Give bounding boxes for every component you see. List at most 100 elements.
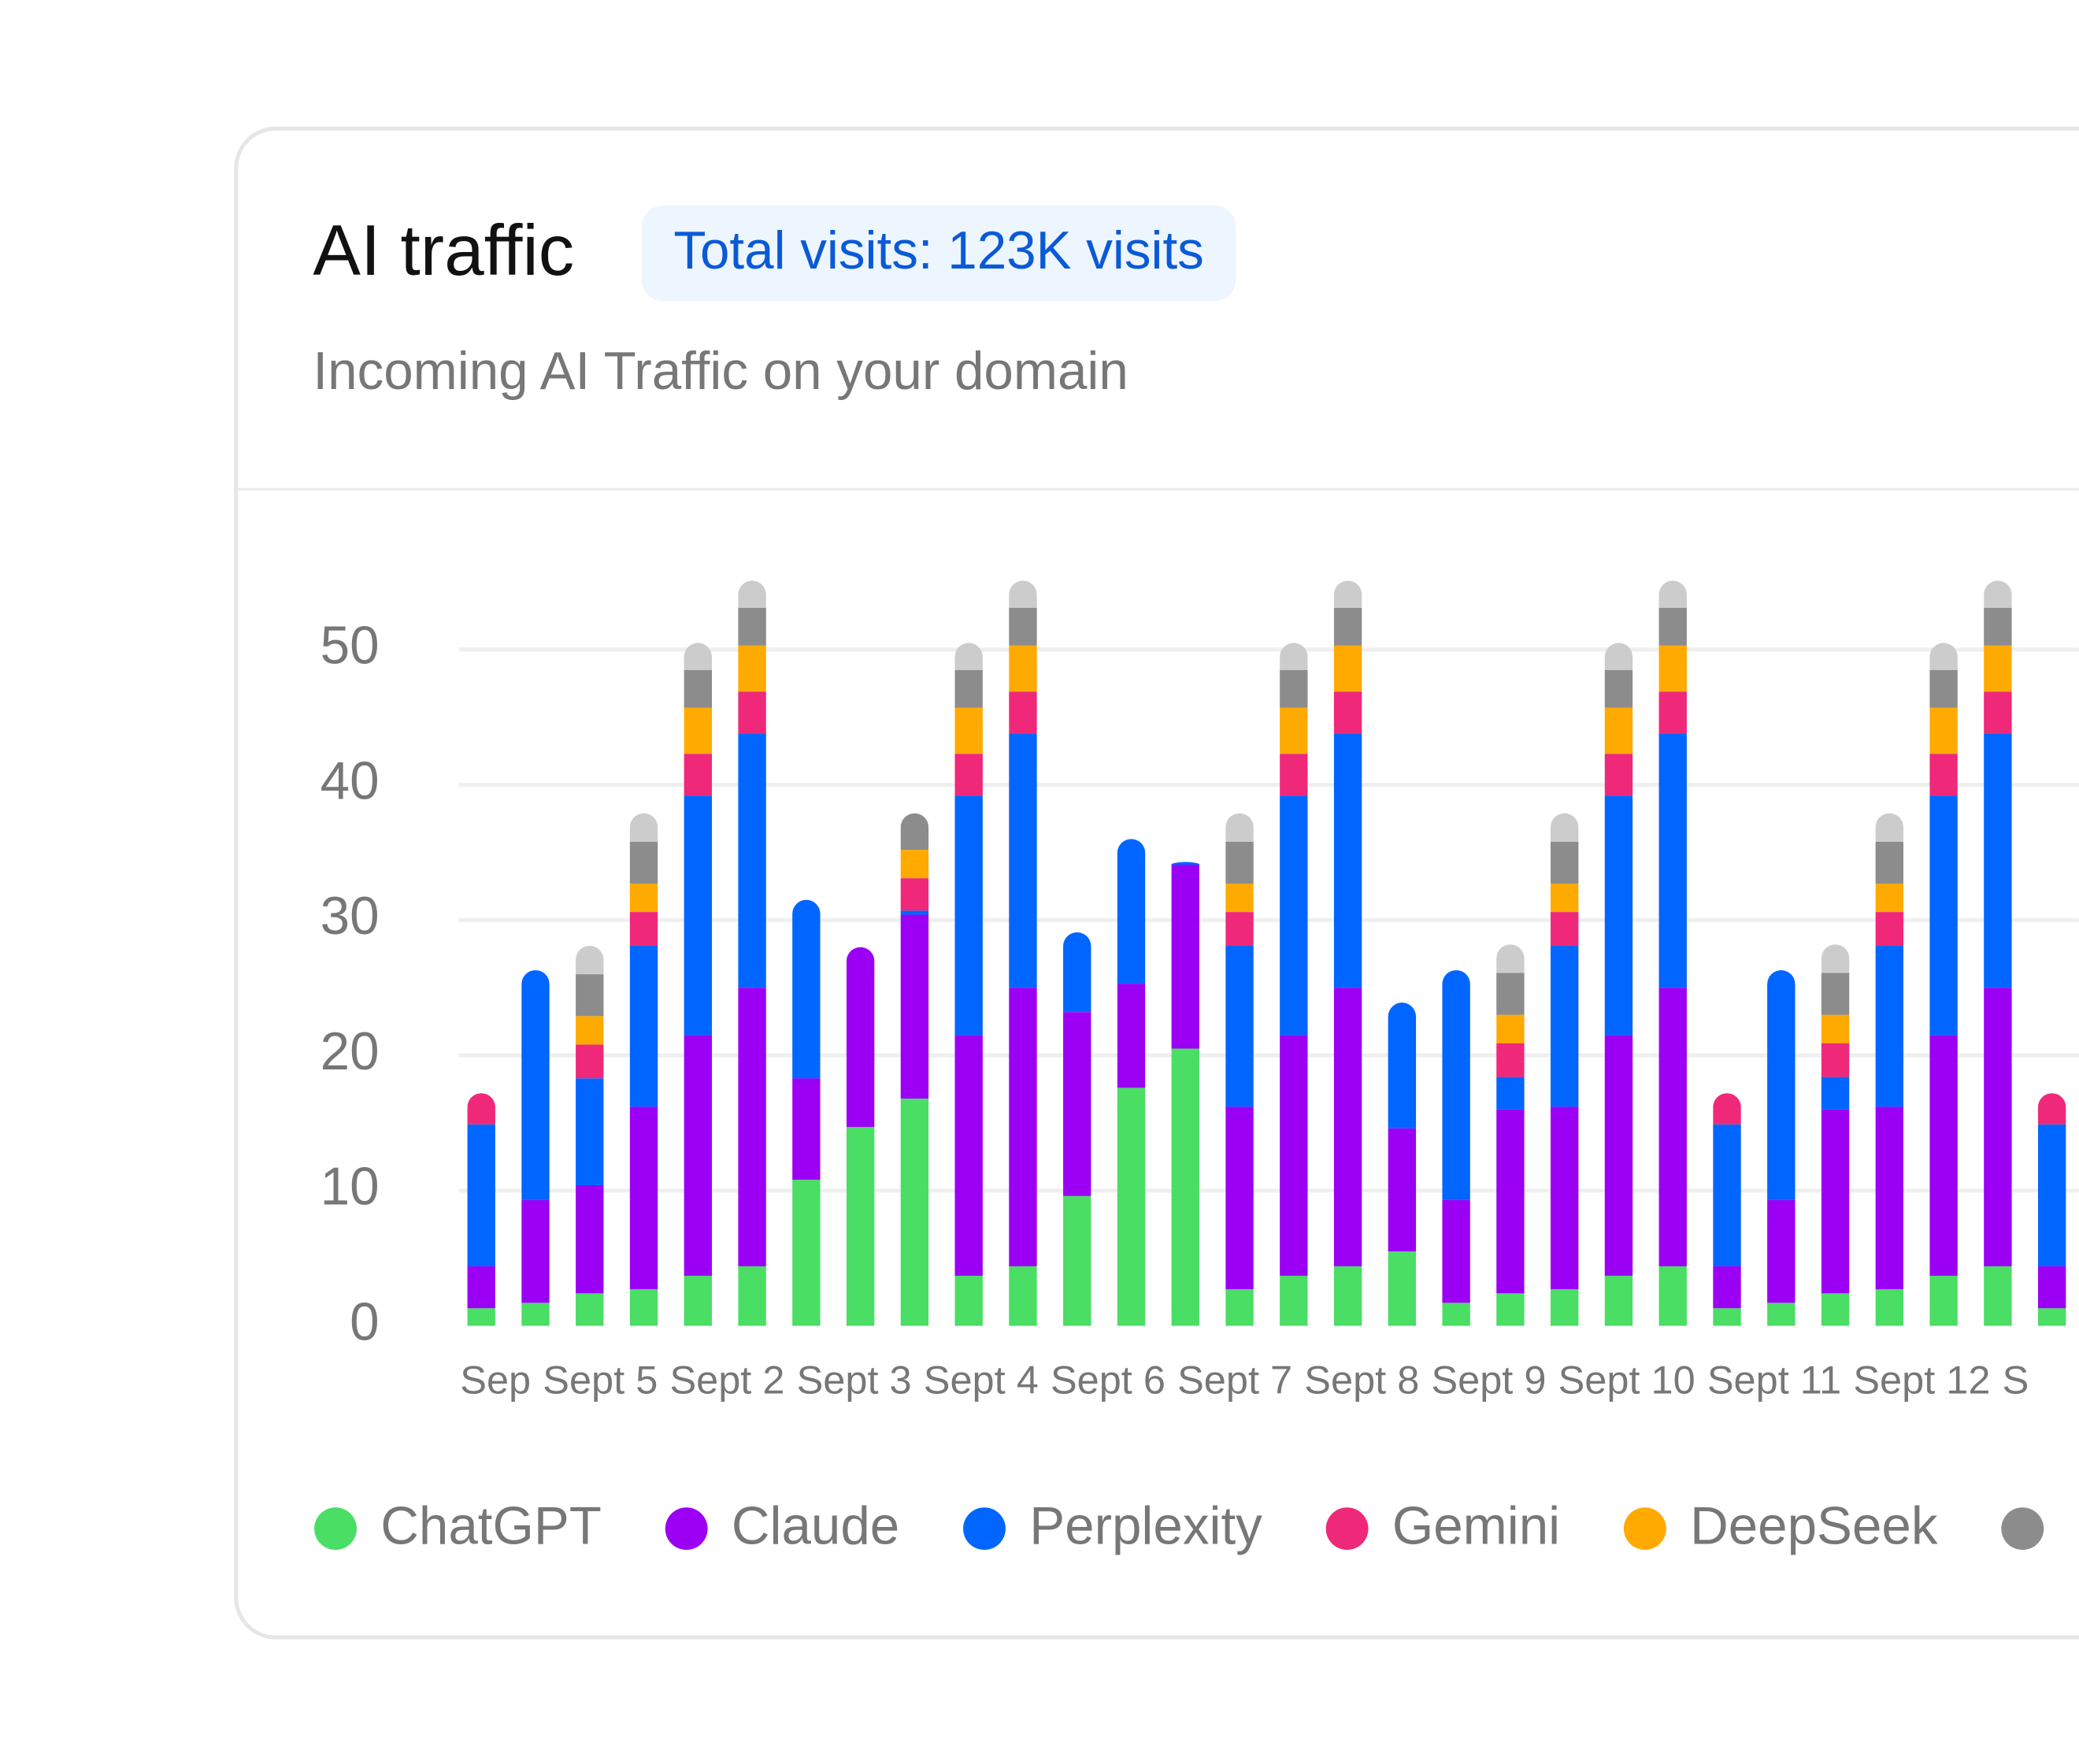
bar-segment <box>900 914 929 1099</box>
bar-segment <box>684 643 712 670</box>
bar-segment <box>1767 1199 1796 1303</box>
bar-segment <box>738 580 766 608</box>
bar-segment <box>1063 932 1091 1013</box>
bar-segment <box>629 841 658 884</box>
bar-segment <box>1767 969 1796 1200</box>
bar-segment <box>684 795 712 1036</box>
bar-segment <box>846 1127 875 1326</box>
bar-segment <box>1713 1093 1741 1125</box>
bar-segment <box>576 1078 604 1185</box>
bar-segment <box>1009 580 1037 608</box>
bar-segment <box>1821 944 1850 973</box>
bar-segment <box>792 899 821 1079</box>
bar-segment <box>1929 1276 1958 1326</box>
bar-segment <box>1280 754 1308 796</box>
bar-segment <box>954 1276 983 1326</box>
bar-segment <box>1388 1002 1417 1128</box>
bar-segment <box>1875 813 1904 842</box>
bar-segment <box>1496 1043 1525 1077</box>
bar-segment <box>1442 1199 1470 1303</box>
bar-segment <box>1929 754 1958 796</box>
bar-segment <box>684 669 712 708</box>
bar-segment <box>2037 1093 2066 1125</box>
bar-segment <box>1713 1308 1741 1326</box>
bar-segment <box>1984 580 2012 608</box>
bar-segment <box>1333 988 1362 1267</box>
bar-segment <box>738 607 766 646</box>
bar-segment <box>1225 912 1254 947</box>
bar-segment <box>521 1303 550 1326</box>
bar-segment <box>1821 1293 1850 1326</box>
bar-segment <box>629 1289 658 1326</box>
bar-segment <box>1117 839 1146 984</box>
bar-segment <box>1388 1251 1417 1326</box>
bar-segment <box>1984 988 2012 1267</box>
bar-segment <box>1551 884 1579 913</box>
bar-segment <box>2037 1124 2066 1267</box>
bar-segment <box>1658 607 1687 646</box>
x-tick-label: Sept 6 <box>1051 1357 1166 1402</box>
bar-segment <box>629 946 658 1107</box>
bar-segment <box>900 910 929 915</box>
bar-segment <box>1333 733 1362 988</box>
x-tick-label: Sep <box>460 1357 531 1402</box>
bar-segment <box>684 707 712 754</box>
bar-segment <box>900 1099 929 1326</box>
bar-segment <box>1929 643 1958 670</box>
bar-segment <box>1333 691 1362 734</box>
legend-dot <box>1325 1507 1369 1551</box>
bar-segment <box>1929 795 1958 1036</box>
bar-segment <box>1117 1088 1146 1326</box>
bar-segment <box>1442 1303 1470 1326</box>
bar-segment <box>1225 813 1254 842</box>
bar-segment <box>576 974 604 1017</box>
y-tick-label: 40 <box>321 751 380 810</box>
bar-segment <box>576 946 604 975</box>
y-tick-label: 20 <box>321 1022 380 1081</box>
bar-segment <box>1929 707 1958 754</box>
bar-segment <box>1225 946 1254 1107</box>
x-tick-label: Sept 8 <box>1304 1357 1419 1402</box>
bar-segment <box>1280 669 1308 708</box>
bar-segment <box>738 645 766 692</box>
bar-segment <box>576 1293 604 1326</box>
bar-segment <box>629 1106 658 1290</box>
bar-segment <box>954 754 983 796</box>
legend-label: Gemini <box>1392 1497 1560 1556</box>
bar-segment <box>1604 643 1633 670</box>
x-tick-label: Sept 7 <box>1177 1357 1292 1402</box>
legend-label: ChatGPT <box>380 1497 602 1556</box>
bar-segment <box>1280 707 1308 754</box>
bar-segment <box>954 643 983 670</box>
bar-segment <box>1658 733 1687 988</box>
bar-segment <box>1225 1106 1254 1290</box>
bar-segment <box>1821 1014 1850 1043</box>
bar-segment <box>1225 884 1254 913</box>
bar-segment <box>1821 1077 1850 1110</box>
y-tick-label: 30 <box>321 887 380 946</box>
bar-segment <box>1929 1035 1958 1277</box>
legend-dot <box>963 1507 1006 1551</box>
bar-segment <box>738 691 766 734</box>
bar-segment <box>954 707 983 754</box>
bar-segment <box>1658 988 1687 1267</box>
bar-segment <box>1496 973 1525 1015</box>
x-tick-label: Sept 9 <box>1431 1357 1546 1402</box>
bar-segment <box>1984 607 2012 646</box>
bar-segment <box>1009 988 1037 1267</box>
bar-segment <box>1333 645 1362 692</box>
bar-segment <box>738 988 766 1267</box>
bar-segment <box>1713 1124 1741 1267</box>
bar-segment <box>1821 973 1850 1015</box>
bar-segment <box>1171 864 1199 1049</box>
bar-segment <box>1658 1266 1687 1326</box>
bar-segment <box>1984 733 2012 988</box>
bar-segment <box>1225 841 1254 884</box>
bar-segment <box>1875 841 1904 884</box>
bar-segment <box>1009 691 1037 734</box>
bar-segment <box>576 1016 604 1045</box>
bar-segment <box>1713 1266 1741 1309</box>
x-tick-label: Sept 11 <box>1707 1357 1841 1402</box>
legend-dot <box>665 1507 708 1551</box>
